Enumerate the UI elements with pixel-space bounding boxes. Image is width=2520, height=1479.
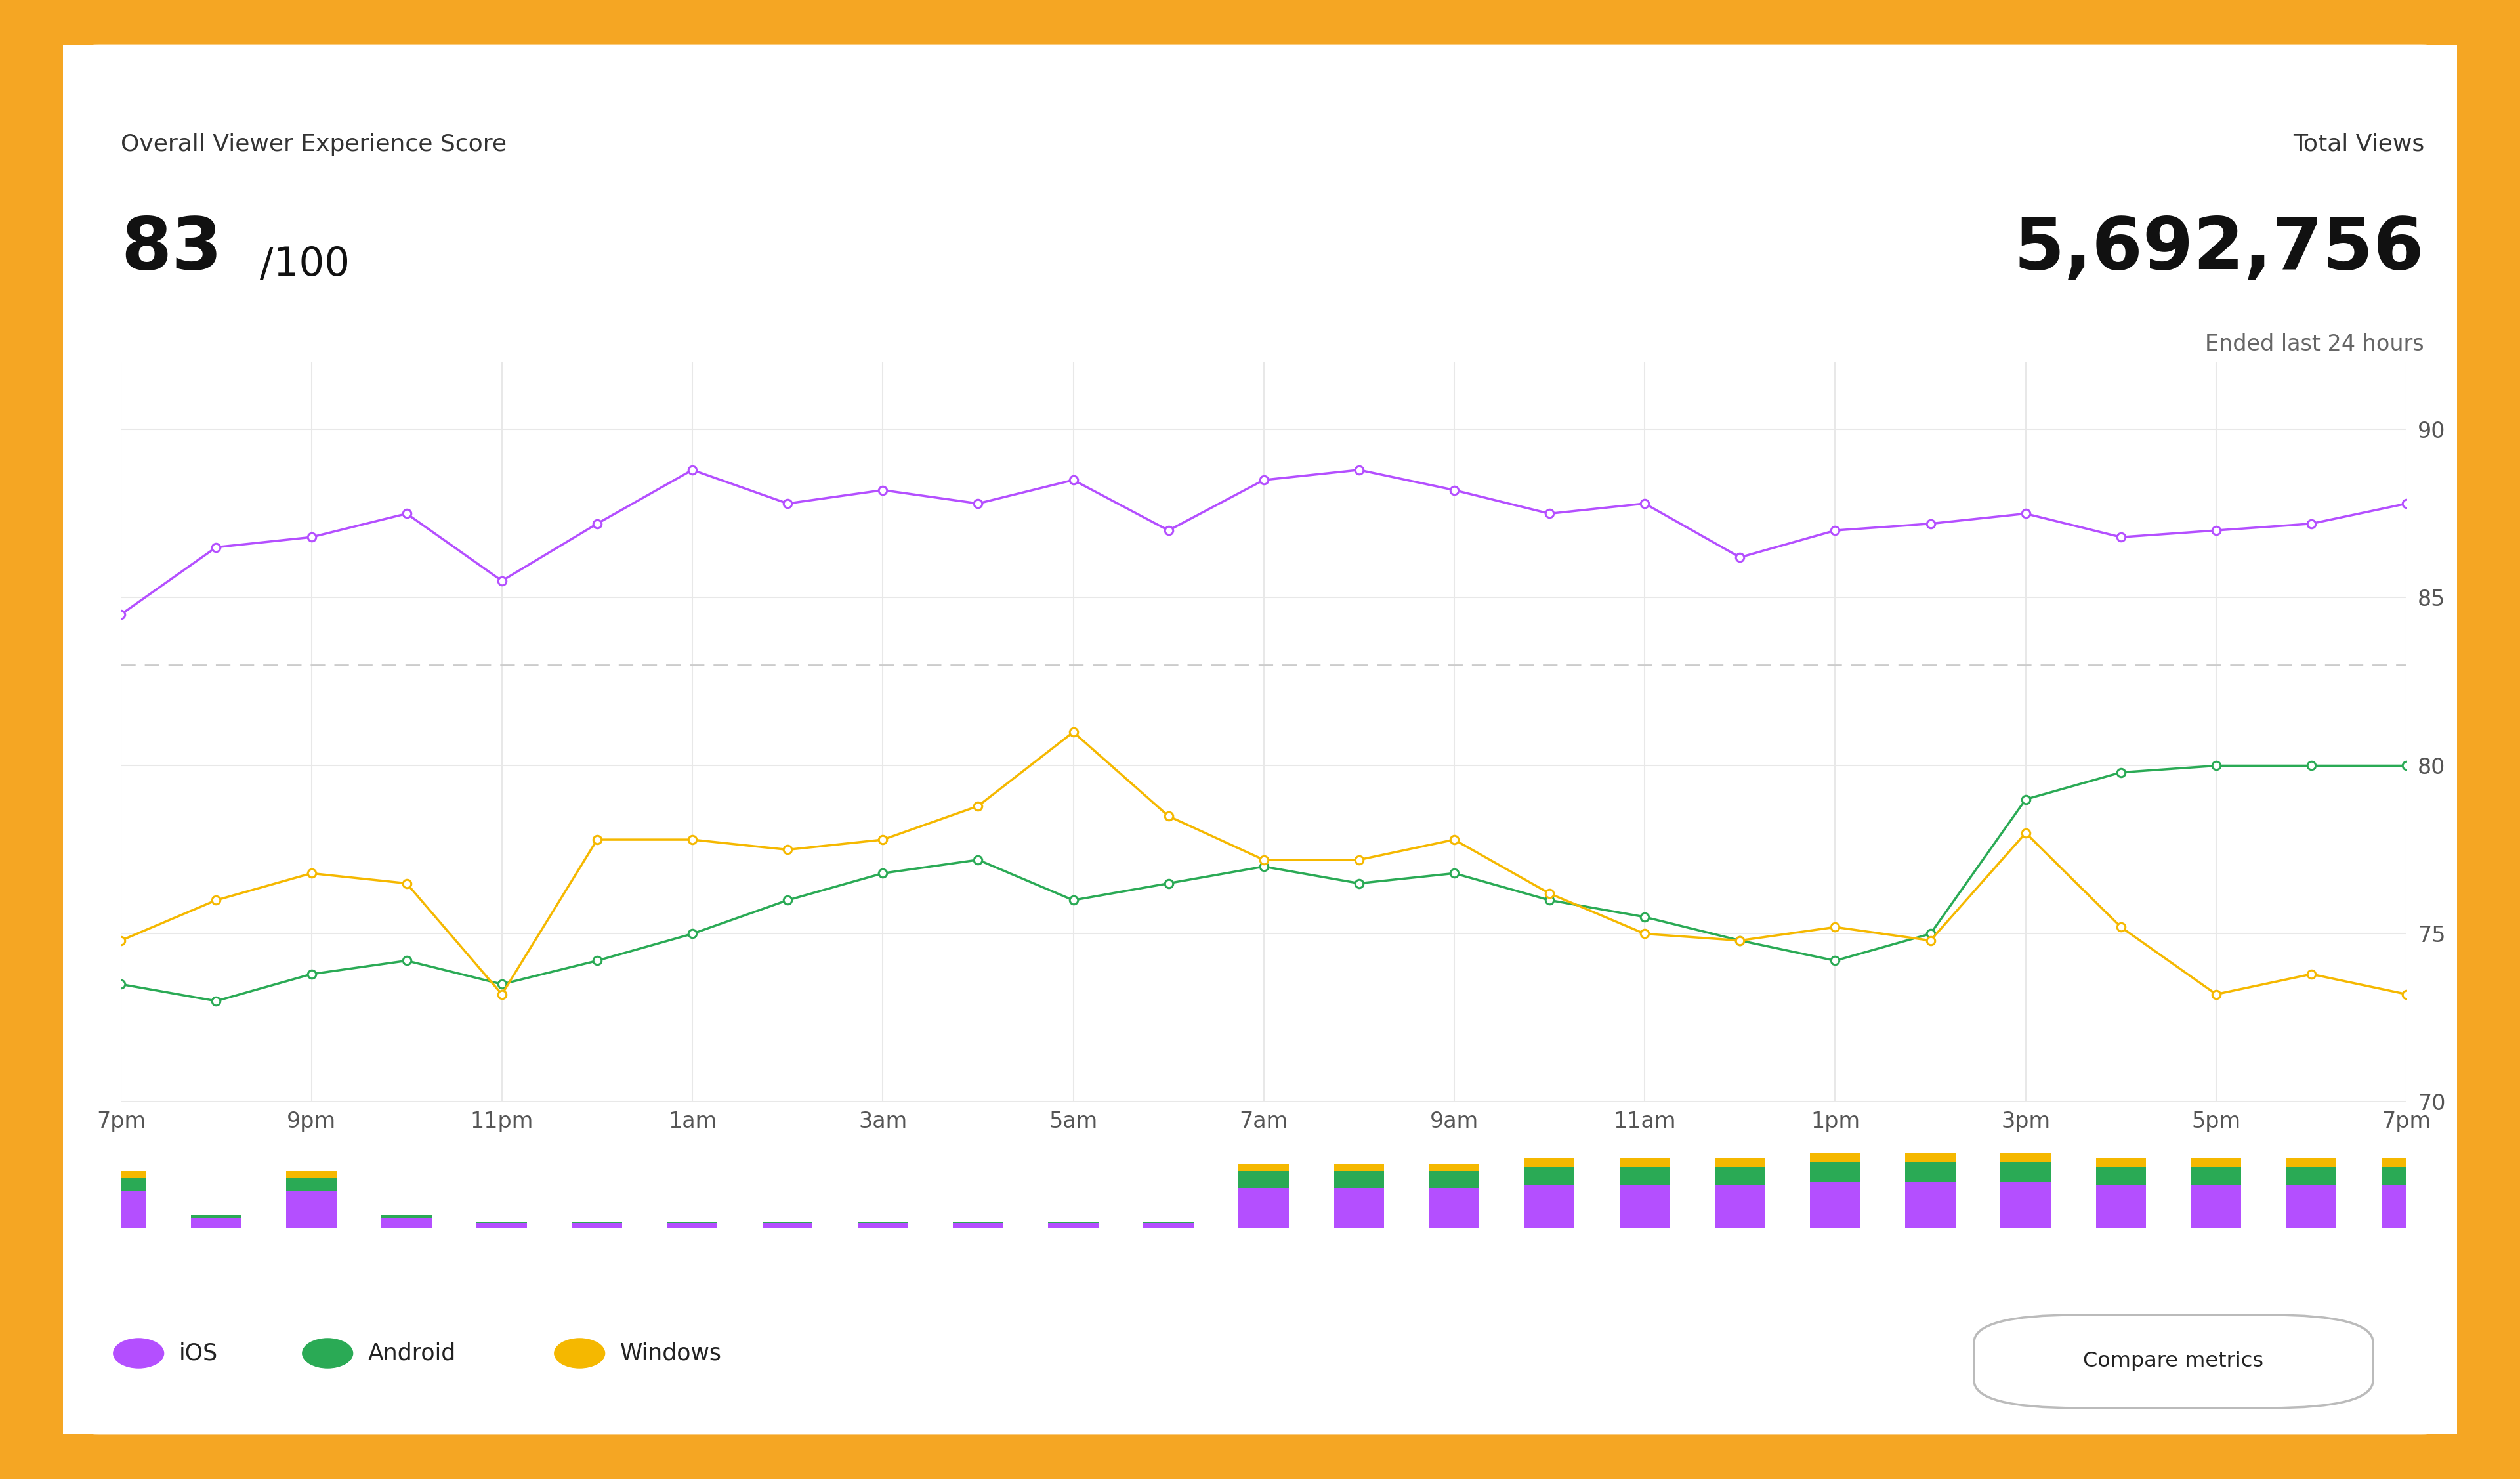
Bar: [2097, 1167, 2147, 1185]
Text: /100: /100: [260, 246, 350, 284]
Bar: [381, 1216, 431, 1219]
Bar: [953, 1222, 1003, 1223]
Bar: [2190, 1185, 2240, 1228]
Bar: [2381, 1167, 2432, 1185]
Bar: [857, 1222, 907, 1223]
Bar: [764, 1223, 814, 1228]
Bar: [572, 1222, 622, 1223]
Bar: [1620, 1167, 1671, 1185]
Bar: [2286, 1185, 2336, 1228]
Bar: [857, 1223, 907, 1228]
Text: Total Views: Total Views: [2293, 133, 2424, 155]
Bar: [953, 1223, 1003, 1228]
Bar: [2001, 1162, 2051, 1182]
Bar: [476, 1222, 527, 1223]
Bar: [2097, 1158, 2147, 1167]
Bar: [2381, 1158, 2432, 1167]
Text: Overall Viewer Experience Score: Overall Viewer Experience Score: [121, 133, 507, 155]
Bar: [2190, 1158, 2240, 1167]
Bar: [1905, 1182, 1956, 1228]
Bar: [1333, 1164, 1383, 1171]
Bar: [1048, 1223, 1099, 1228]
Bar: [2381, 1185, 2432, 1228]
Bar: [287, 1171, 338, 1177]
Bar: [1905, 1154, 1956, 1162]
Bar: [1905, 1162, 1956, 1182]
Bar: [1144, 1223, 1194, 1228]
Bar: [2001, 1182, 2051, 1228]
Bar: [1429, 1164, 1479, 1171]
Bar: [1809, 1162, 1860, 1182]
Text: Compare metrics: Compare metrics: [2084, 1352, 2263, 1371]
Bar: [1240, 1164, 1288, 1171]
Bar: [287, 1191, 338, 1228]
Bar: [1525, 1167, 1575, 1185]
Bar: [1333, 1171, 1383, 1188]
Bar: [476, 1223, 527, 1228]
FancyBboxPatch shape: [1973, 1315, 2374, 1408]
Bar: [1144, 1222, 1194, 1223]
Bar: [1714, 1158, 1764, 1167]
Bar: [1620, 1185, 1671, 1228]
Bar: [1333, 1188, 1383, 1228]
Bar: [96, 1171, 146, 1177]
Text: Ended last 24 hours: Ended last 24 hours: [2205, 333, 2424, 355]
Bar: [2286, 1167, 2336, 1185]
Bar: [1048, 1222, 1099, 1223]
Bar: [1525, 1158, 1575, 1167]
FancyBboxPatch shape: [63, 44, 2457, 1435]
Bar: [1429, 1171, 1479, 1188]
Bar: [287, 1177, 338, 1191]
Bar: [668, 1222, 718, 1223]
Bar: [1809, 1182, 1860, 1228]
Text: iOS: iOS: [179, 1341, 217, 1365]
Bar: [2190, 1167, 2240, 1185]
Bar: [1429, 1188, 1479, 1228]
Bar: [1240, 1188, 1288, 1228]
Bar: [1620, 1158, 1671, 1167]
Bar: [1714, 1167, 1764, 1185]
Text: 5,692,756: 5,692,756: [2013, 214, 2424, 284]
Bar: [1809, 1154, 1860, 1162]
Bar: [1525, 1185, 1575, 1228]
Text: Android: Android: [368, 1341, 456, 1365]
Bar: [192, 1219, 242, 1228]
Bar: [1714, 1185, 1764, 1228]
Text: 83: 83: [121, 214, 222, 284]
Bar: [764, 1222, 814, 1223]
Bar: [96, 1191, 146, 1228]
Bar: [668, 1223, 718, 1228]
Bar: [2097, 1185, 2147, 1228]
Bar: [96, 1177, 146, 1191]
Bar: [2286, 1158, 2336, 1167]
Bar: [572, 1223, 622, 1228]
Bar: [2001, 1154, 2051, 1162]
Bar: [1240, 1171, 1288, 1188]
Text: Windows: Windows: [620, 1341, 721, 1365]
Bar: [381, 1219, 431, 1228]
Bar: [192, 1216, 242, 1219]
